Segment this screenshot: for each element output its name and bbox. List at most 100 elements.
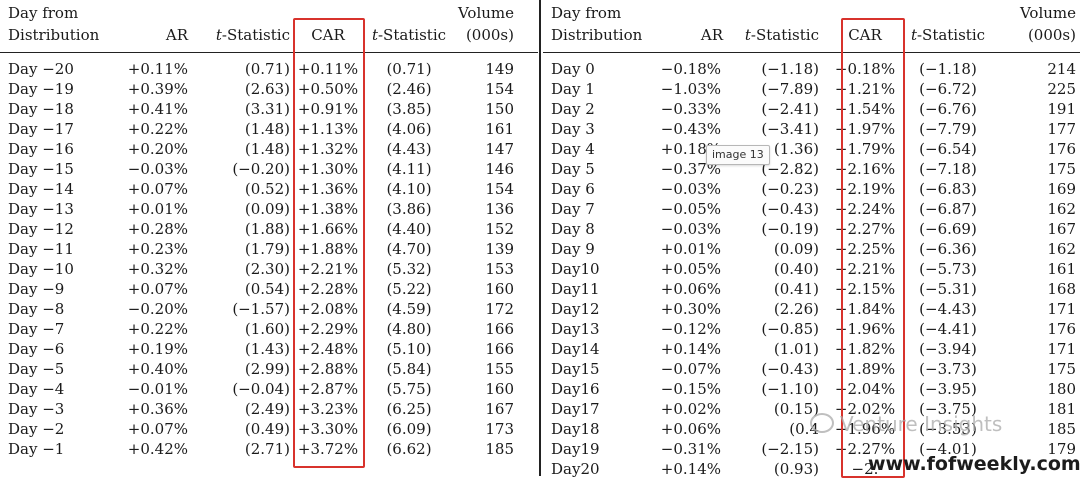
day-cell: Day 3 [543, 119, 649, 139]
table-row: Day15−0.07%(−0.43)−1.89%(−3.73)175 [543, 359, 1080, 379]
car-t-statistic-cell: (4.10) [362, 179, 456, 199]
table-row: Day −2+0.07%(0.49)+3.30%(6.09)173 [0, 419, 538, 439]
car-cell: +1.30% [294, 159, 362, 179]
car-cell: +1.32% [294, 139, 362, 159]
ar-cell: −0.01% [116, 379, 194, 399]
ar-t-statistic-cell: (−0.85) [727, 319, 831, 339]
day-cell: Day19 [543, 439, 649, 459]
day-cell: Day −4 [0, 379, 116, 399]
ar-header: AR [116, 22, 194, 52]
car-header: CAR [294, 22, 362, 52]
ar-cell: −0.43% [649, 119, 727, 139]
ar-cell: +0.06% [649, 279, 727, 299]
day-header-line1: Day from [543, 0, 649, 22]
car-t-statistic-cell: (0.71) [362, 59, 456, 79]
car-t-statistic-cell: (4.40) [362, 219, 456, 239]
car-t-statistic-cell: (−3.94) [899, 339, 997, 359]
car-t-statistic-cell: (−5.73) [899, 259, 997, 279]
day-cell: Day 5 [543, 159, 649, 179]
ar-t-statistic-cell: (1.43) [194, 339, 294, 359]
car-cell: +3.23% [294, 399, 362, 419]
volume-cell: 214 [997, 59, 1080, 79]
car-t-statistic-cell: (5.32) [362, 259, 456, 279]
day-cell: Day −9 [0, 279, 116, 299]
ar-cell: +0.01% [649, 239, 727, 259]
volume-cell: 161 [997, 259, 1080, 279]
table-row: Day −16+0.20%(1.48)+1.32%(4.43)147 [0, 139, 538, 159]
day-cell: Day 7 [543, 199, 649, 219]
volume-header-line2: (000s) [997, 22, 1080, 52]
car-t-statistic-cell: (4.06) [362, 119, 456, 139]
car-t-statistic-cell: (−3.73) [899, 359, 997, 379]
ar-cell: −0.20% [116, 299, 194, 319]
table-row: Day 0−0.18%(−1.18)−0.18%(−1.18)214 [543, 59, 1080, 79]
day-header-line1: Day from [0, 0, 116, 22]
table-row: Day −11+0.23%(1.79)+1.88%(4.70)139 [0, 239, 538, 259]
car-t-statistic-cell: (2.46) [362, 79, 456, 99]
volume-header-line1: Volume [997, 0, 1080, 22]
table-row: Day 4+0.18%(1.36)−1.79%(−6.54)176 [543, 139, 1080, 159]
car-t-statistic-cell: (6.62) [362, 439, 456, 459]
day-cell: Day14 [543, 339, 649, 359]
car-cell: +2.48% [294, 339, 362, 359]
table-row: Day11+0.06%(0.41)−2.15%(−5.31)168 [543, 279, 1080, 299]
car-t-statistic-header: t-Statistic [899, 22, 997, 52]
day-cell: Day18 [543, 419, 649, 439]
car-cell: +1.66% [294, 219, 362, 239]
day-cell: Day −13 [0, 199, 116, 219]
day-cell: Day −20 [0, 59, 116, 79]
car-t-statistic-cell: (−6.54) [899, 139, 997, 159]
car-cell: −1.84% [831, 299, 899, 319]
day-cell: Day17 [543, 399, 649, 419]
volume-cell: 154 [456, 79, 538, 99]
volume-cell: 162 [997, 239, 1080, 259]
table-row: Day −18+0.41%(3.31)+0.91%(3.85)150 [0, 99, 538, 119]
volume-cell: 169 [997, 179, 1080, 199]
table-row: Day −6+0.19%(1.43)+2.48%(5.10)166 [0, 339, 538, 359]
day-header-line2: Distribution [543, 22, 649, 52]
ar-cell: +0.07% [116, 279, 194, 299]
car-cell: +2.29% [294, 319, 362, 339]
table-row: Day −4−0.01%(−0.04)+2.87%(5.75)160 [0, 379, 538, 399]
ar-cell: −0.33% [649, 99, 727, 119]
car-t-statistic-cell: (−6.72) [899, 79, 997, 99]
day-cell: Day −17 [0, 119, 116, 139]
volume-cell: 160 [456, 379, 538, 399]
ar-cell: +0.23% [116, 239, 194, 259]
day-cell: Day20 [543, 459, 649, 479]
car-t-statistic-cell: (−4.43) [899, 299, 997, 319]
volume-cell: 167 [997, 219, 1080, 239]
car-t-statistic-cell: (−7.79) [899, 119, 997, 139]
table-row: Day −7+0.22%(1.60)+2.29%(4.80)166 [0, 319, 538, 339]
day-cell: Day −18 [0, 99, 116, 119]
car-t-statistic-cell: (6.25) [362, 399, 456, 419]
day-cell: Day 2 [543, 99, 649, 119]
ar-cell: +0.14% [649, 339, 727, 359]
volume-cell: 171 [997, 299, 1080, 319]
ar-cell: +0.19% [116, 339, 194, 359]
car-cell: −2.21% [831, 259, 899, 279]
car-cell: −2.04% [831, 379, 899, 399]
watermark-text: Venture Insights [840, 412, 1002, 436]
ar-t-statistic-cell: (1.01) [727, 339, 831, 359]
volume-cell: 191 [997, 99, 1080, 119]
day-cell: Day −16 [0, 139, 116, 159]
car-t-statistic-cell: (4.70) [362, 239, 456, 259]
day-cell: Day −12 [0, 219, 116, 239]
ar-t-statistic-cell: (−0.04) [194, 379, 294, 399]
volume-cell: 146 [456, 159, 538, 179]
day-header-line2: Distribution [0, 22, 116, 52]
day-cell: Day 6 [543, 179, 649, 199]
car-t-statistic-cell: (−6.87) [899, 199, 997, 219]
volume-cell: 180 [997, 379, 1080, 399]
ar-t-statistic-cell: (1.48) [194, 119, 294, 139]
ar-cell: −0.05% [649, 199, 727, 219]
ar-cell: +0.36% [116, 399, 194, 419]
car-cell: +1.88% [294, 239, 362, 259]
car-cell: −2.19% [831, 179, 899, 199]
car-cell: −1.82% [831, 339, 899, 359]
car-t-statistic-cell: (5.22) [362, 279, 456, 299]
ar-cell: +0.01% [116, 199, 194, 219]
car-t-statistic-cell: (−6.83) [899, 179, 997, 199]
ar-cell: +0.07% [116, 419, 194, 439]
